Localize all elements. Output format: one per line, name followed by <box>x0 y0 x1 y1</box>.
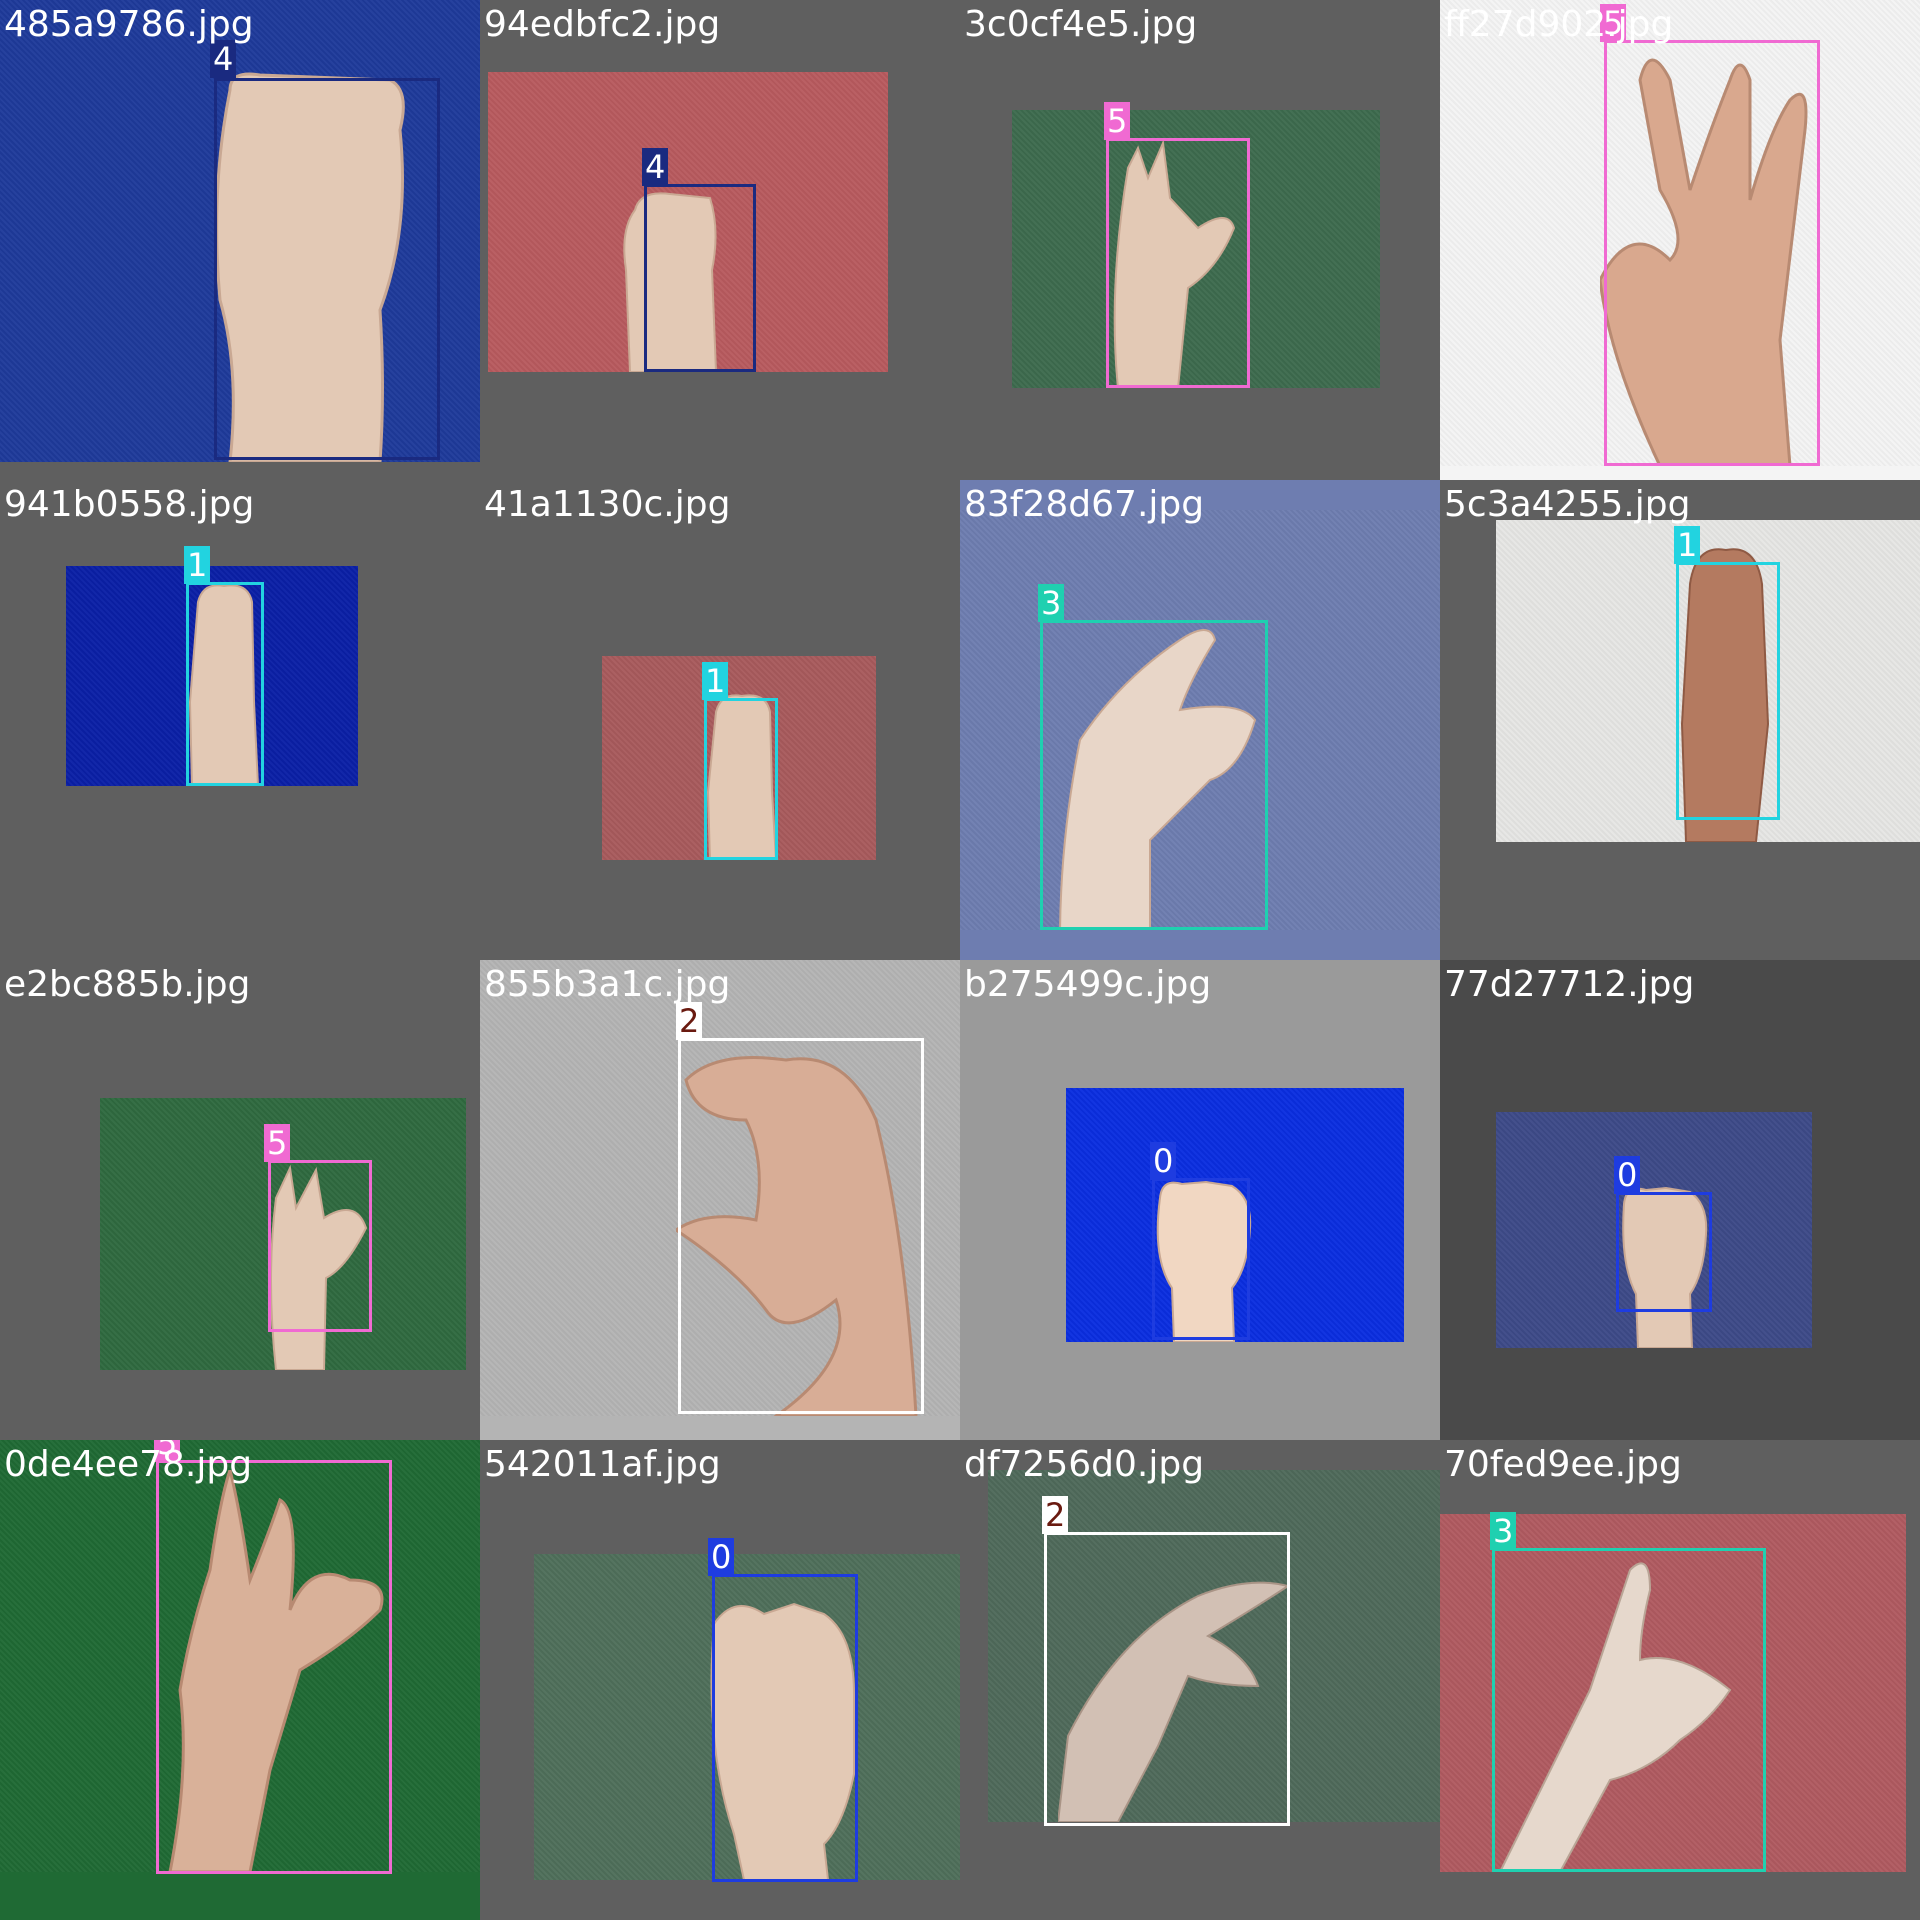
detection-label: 5 <box>1600 4 1627 42</box>
hand-sign-image <box>1622 1186 1708 1348</box>
hand-sign-image <box>1059 629 1257 930</box>
detection-label: 4 <box>210 40 237 78</box>
detection-box <box>1604 40 1820 466</box>
tile-photo <box>602 656 876 860</box>
image-filename: 5c3a4255.jpg <box>1444 484 1691 525</box>
mosaic-tile: 0 b275499c.jpg <box>960 960 1440 1440</box>
detection-label: 2 <box>1042 1496 1069 1534</box>
image-filename: 542011af.jpg <box>484 1444 721 1485</box>
mosaic-tile: 5 0de4ee78.jpg <box>0 1440 480 1920</box>
image-filename: 83f28d67.jpg <box>964 484 1205 525</box>
hand-sign-image <box>168 1470 384 1872</box>
tile-photo <box>1012 110 1380 388</box>
detection-label: 5 <box>154 1440 181 1462</box>
detection-box <box>1106 138 1250 388</box>
detection-box <box>712 1574 858 1882</box>
detection-box <box>1044 1532 1290 1826</box>
detection-label: 3 <box>1490 1512 1517 1550</box>
tile-photo <box>1066 1088 1404 1342</box>
detection-label: 1 <box>702 662 729 700</box>
hand-sign-image <box>188 584 260 786</box>
mosaic-tile: 2 855b3a1c.jpg <box>480 960 960 1440</box>
tile-photo <box>66 566 358 786</box>
detection-label: 5 <box>264 1124 291 1162</box>
detection-box <box>1492 1548 1766 1872</box>
tile-photo <box>534 1554 960 1880</box>
detection-label: 1 <box>1674 526 1701 564</box>
mosaic-tile: 4 485a9786.jpg <box>0 0 480 480</box>
tile-photo <box>1496 1112 1812 1348</box>
detection-label: 3 <box>1038 584 1065 622</box>
detection-box <box>678 1038 924 1414</box>
tile-photo <box>1440 1514 1906 1872</box>
image-filename: 70fed9ee.jpg <box>1444 1444 1682 1485</box>
hand-sign-image <box>1600 58 1808 466</box>
detection-label: 4 <box>642 148 669 186</box>
mosaic-tile: 1 41a1130c.jpg <box>480 480 960 960</box>
detection-box <box>186 582 264 786</box>
mosaic-tile: 3 70fed9ee.jpg <box>1440 1440 1920 1920</box>
mosaic-tile: 5 e2bc885b.jpg <box>0 960 480 1440</box>
detection-label: 0 <box>708 1538 735 1576</box>
mosaic-tile: 0 77d27712.jpg <box>1440 960 1920 1440</box>
detection-label: 0 <box>1150 1142 1177 1180</box>
image-filename: 941b0558.jpg <box>4 484 255 525</box>
tile-photo <box>1496 520 1920 842</box>
image-filename: e2bc885b.jpg <box>4 964 251 1005</box>
tile-photo <box>988 1470 1440 1822</box>
mosaic-tile: 5 3c0cf4e5.jpg <box>960 0 1440 480</box>
detection-box <box>1676 562 1780 820</box>
image-filename: ff27d902.jpg <box>1444 4 1674 45</box>
mosaic-tile: 0 542011af.jpg <box>480 1440 960 1920</box>
hand-sign-image <box>215 72 405 462</box>
tile-photo <box>480 960 960 1416</box>
detection-box <box>1152 1178 1250 1340</box>
mosaic-tile: 1 941b0558.jpg <box>0 480 480 960</box>
hand-sign-image <box>1058 1581 1291 1822</box>
image-filename: 0de4ee78.jpg <box>4 1444 253 1485</box>
mosaic-tile: 4 94edbfc2.jpg <box>480 0 960 480</box>
tile-photo <box>0 0 480 462</box>
mosaic-tile: 1 5c3a4255.jpg <box>1440 480 1920 960</box>
detection-box <box>1040 620 1268 930</box>
image-filename: 855b3a1c.jpg <box>484 964 731 1005</box>
image-filename: df7256d0.jpg <box>964 1444 1205 1485</box>
image-filename: 94edbfc2.jpg <box>484 4 721 45</box>
detection-box <box>156 1460 392 1874</box>
tile-photo <box>1440 0 1920 466</box>
tile-photo <box>488 72 888 372</box>
hand-sign-image <box>1113 139 1236 388</box>
hand-sign-image <box>1498 1562 1732 1872</box>
detection-box <box>704 698 778 860</box>
mosaic-tile: 5 ff27d902.jpg <box>1440 0 1920 480</box>
detection-label: 0 <box>1614 1156 1641 1194</box>
hand-sign-image <box>270 1164 368 1370</box>
image-filename: b275499c.jpg <box>964 964 1212 1005</box>
image-filename: 485a9786.jpg <box>4 4 254 45</box>
mosaic-tile: 2 df7256d0.jpg <box>960 1440 1440 1920</box>
detection-box <box>644 184 756 372</box>
tile-photo <box>0 1440 480 1872</box>
image-filename: 77d27712.jpg <box>1444 964 1695 1005</box>
image-filename: 41a1130c.jpg <box>484 484 731 525</box>
hand-sign-image <box>676 1056 918 1416</box>
detection-box <box>268 1160 372 1332</box>
hand-sign-image <box>710 1602 855 1880</box>
detection-label: 5 <box>1104 102 1131 140</box>
detection-box <box>1616 1192 1712 1312</box>
detection-box <box>214 78 440 460</box>
image-filename: 3c0cf4e5.jpg <box>964 4 1198 45</box>
hand-sign-image <box>623 192 718 372</box>
detection-label: 1 <box>184 546 211 584</box>
detection-label: 2 <box>676 1002 703 1040</box>
mosaic-tile: 3 83f28d67.jpg <box>960 480 1440 960</box>
